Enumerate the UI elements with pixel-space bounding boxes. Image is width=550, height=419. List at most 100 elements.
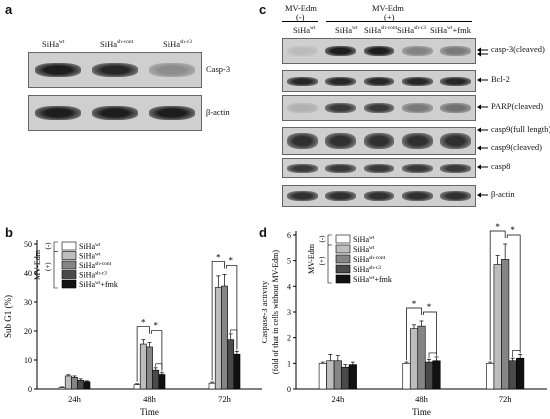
legend-label-sup: sh-cont bbox=[369, 255, 386, 261]
blot-band bbox=[149, 106, 196, 120]
y-tick-label: 10 bbox=[24, 356, 32, 365]
bar bbox=[139, 343, 147, 390]
legend-swatch bbox=[61, 279, 77, 289]
blot-band bbox=[440, 191, 472, 201]
legend-label-base: SiHa bbox=[353, 235, 369, 244]
y-tick-label: 2 bbox=[287, 334, 291, 343]
blot-band bbox=[286, 103, 318, 113]
legend-sign-neg: (-) bbox=[318, 235, 326, 243]
lane-sup-text: sh-cont bbox=[381, 25, 398, 32]
lane-base-text: SiHa bbox=[42, 39, 59, 49]
blot-band bbox=[92, 63, 138, 77]
y-axis-label: Caspase-3 activity bbox=[262, 280, 269, 343]
bar bbox=[64, 375, 72, 390]
bar bbox=[326, 360, 335, 390]
legend-bracket bbox=[53, 241, 58, 289]
lane-sup-text: wt bbox=[352, 25, 358, 32]
blot-strip bbox=[282, 70, 476, 92]
significance-bracket bbox=[151, 330, 163, 370]
lane-sup-text: sh-c3 bbox=[414, 25, 426, 32]
blot-band bbox=[325, 191, 356, 201]
lane-label: SiHawt bbox=[335, 25, 358, 35]
legend-sign-group: (+) bbox=[318, 256, 326, 265]
lane-sup-text: wt bbox=[59, 39, 65, 46]
legend-label: SiHawt+fmk bbox=[79, 280, 118, 289]
legend-label-base: SiHa bbox=[353, 245, 369, 254]
lane-label: SiHawt bbox=[293, 25, 316, 35]
legend-swatch bbox=[335, 234, 351, 244]
bar bbox=[486, 363, 495, 390]
significance-bracket bbox=[155, 363, 163, 372]
blot-band bbox=[440, 46, 472, 56]
blot-band bbox=[325, 76, 356, 86]
lane-base-text: SiHa bbox=[430, 25, 447, 35]
legend-label: SiHash-cont bbox=[79, 261, 112, 270]
blot-strip bbox=[282, 185, 476, 207]
lane-label: SiHash-c3 bbox=[163, 39, 192, 49]
group-neg-title: MV-Edm bbox=[285, 3, 317, 13]
blot-band bbox=[402, 103, 433, 113]
lane-label: SiHash-cont bbox=[364, 25, 397, 35]
x-tick-label: 24h bbox=[331, 394, 345, 404]
blot-band bbox=[325, 163, 356, 173]
bar bbox=[341, 366, 350, 390]
blot-band bbox=[363, 103, 395, 113]
legend-group-title-group: MV-Edm bbox=[307, 243, 316, 274]
legend-group-title: MV-Edm bbox=[33, 249, 42, 280]
lane-label: SiHash-cont bbox=[100, 39, 133, 49]
y-tick-label: 40 bbox=[24, 269, 32, 278]
y-tick-label: 1 bbox=[287, 359, 291, 368]
legend-swatch bbox=[335, 274, 351, 284]
legend-label-sup: wt bbox=[95, 242, 101, 248]
bar bbox=[152, 369, 160, 390]
lane-label: SiHawt+fmk bbox=[430, 25, 471, 35]
panel-d-caspase3-chart: 0 1 2 3 4 5 6 Caspase-3 activity (fold of that i… bbox=[262, 222, 547, 417]
significance-star: * bbox=[510, 225, 515, 235]
blot-band bbox=[440, 76, 472, 86]
blot-band bbox=[149, 63, 196, 77]
y-tick-label: 3 bbox=[287, 308, 291, 317]
panel-a-western-blot: SiHawt SiHash-cont SiHash-c3 Casp-3 β-actin bbox=[0, 0, 260, 200]
legend-swatch bbox=[61, 251, 77, 260]
legend-label-sup: wt bbox=[95, 280, 101, 286]
bar bbox=[208, 382, 216, 390]
significance-star: * bbox=[153, 321, 158, 331]
legend-label-sup: wt bbox=[369, 275, 375, 281]
y-axis-label: Sub G1 (%) bbox=[3, 295, 13, 338]
legend-swatch bbox=[335, 264, 351, 274]
blot-band bbox=[402, 191, 433, 201]
blot-label: PARP(cleaved) bbox=[491, 101, 544, 111]
blot-band bbox=[34, 106, 81, 120]
significance-bracket bbox=[230, 329, 238, 351]
blot-band bbox=[402, 163, 433, 173]
blot-band bbox=[363, 163, 395, 173]
legend-label-sup: wt bbox=[369, 235, 375, 241]
legend-label-base: SiHa bbox=[79, 280, 95, 289]
legend-label-sup: sh-cont bbox=[95, 261, 112, 267]
bar bbox=[409, 328, 419, 390]
panel-c-label: c bbox=[259, 2, 267, 17]
bar bbox=[158, 374, 166, 390]
significance-bracket bbox=[506, 234, 521, 352]
legend-label: SiHash-c3 bbox=[353, 265, 381, 274]
panel-b-label: b bbox=[5, 225, 13, 240]
blot-band bbox=[92, 106, 138, 120]
lane-sup-text: wt bbox=[310, 25, 316, 32]
y-label-group: Caspase-3 activity (fold of that in cells… bbox=[262, 250, 280, 374]
blot-band bbox=[363, 191, 395, 201]
arrow-icon bbox=[477, 164, 488, 170]
blot-band bbox=[440, 103, 472, 113]
blot-band bbox=[34, 63, 81, 77]
bar bbox=[58, 387, 66, 390]
panel-d-label: d bbox=[259, 225, 267, 240]
blot-strip bbox=[282, 95, 476, 121]
blot-strip bbox=[282, 38, 476, 64]
lane-sup-text: sh-cont bbox=[117, 39, 134, 46]
x-tick-label: 24h bbox=[68, 394, 82, 404]
blot-band bbox=[402, 133, 433, 149]
significance-bracket bbox=[428, 352, 437, 359]
significance-bracket bbox=[423, 311, 437, 354]
bar bbox=[77, 380, 85, 390]
bar bbox=[424, 361, 434, 390]
legend-label-suffix: +fmk bbox=[101, 280, 118, 289]
